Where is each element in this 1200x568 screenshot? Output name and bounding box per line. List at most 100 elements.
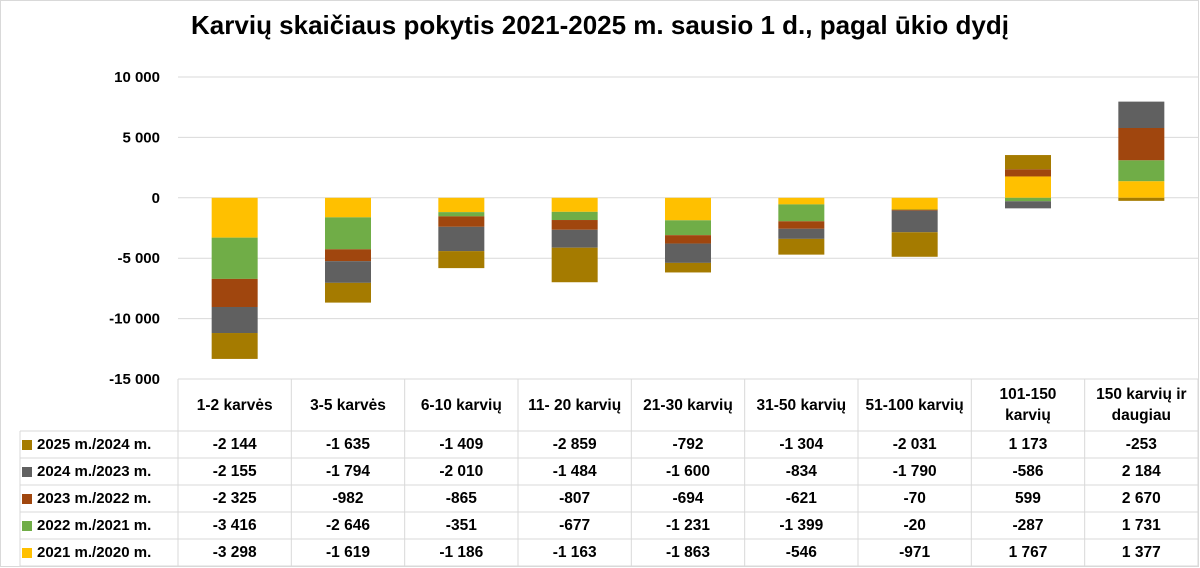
- legend-entry: 2025 m./2024 m.: [37, 436, 152, 453]
- legend-entry: 2021 m./2020 m.: [37, 544, 152, 561]
- data-label: -1 399: [779, 516, 824, 534]
- legend-swatch: [22, 547, 32, 558]
- bar-segment: [1005, 155, 1051, 170]
- x-category-label: 101-150 karvių: [999, 386, 1057, 424]
- bar-segment: [325, 249, 371, 262]
- data-label: -2 155: [212, 462, 257, 480]
- legend-row-label: 2025 m./2024 m.: [22, 431, 177, 458]
- bar-segment: [551, 197, 598, 212]
- data-label: -586: [1012, 462, 1044, 480]
- bar-segment: [778, 238, 825, 255]
- y-tick-label: -5 000: [117, 250, 160, 267]
- y-tick-label: -15 000: [109, 371, 160, 388]
- bar-segment: [211, 197, 258, 238]
- bar-segment: [551, 211, 598, 221]
- bar-segment: [211, 237, 258, 279]
- bar-segment: [438, 197, 485, 213]
- bar-segment: [665, 235, 711, 244]
- bar-segment: [438, 212, 485, 217]
- data-label: -807: [559, 489, 591, 507]
- legend-swatch: [22, 520, 32, 531]
- legend-row-label: 2021 m./2020 m.: [22, 539, 177, 566]
- data-label: -792: [672, 435, 704, 453]
- bar-segment: [891, 197, 938, 210]
- data-label: -3 298: [212, 543, 257, 561]
- data-label: 1 731: [1121, 516, 1161, 534]
- bar-segment: [1005, 176, 1051, 198]
- chart-title: Karvių skaičiaus pokytis 2021-2025 m. sa…: [191, 10, 1009, 40]
- data-label: -621: [785, 489, 817, 507]
- bar-segment: [778, 204, 825, 222]
- data-label: -1 304: [779, 435, 824, 453]
- bar-segment: [211, 333, 258, 359]
- bar-segment: [1118, 160, 1165, 182]
- bar-segment: [325, 217, 371, 250]
- legend-swatch: [22, 493, 32, 504]
- bar-segment: [891, 209, 938, 211]
- y-tick-label: 10 000: [114, 69, 160, 86]
- bar-segment: [551, 220, 598, 230]
- bar-segment: [325, 261, 371, 283]
- data-label: -1 863: [666, 543, 710, 561]
- data-label: -834: [785, 462, 817, 480]
- data-label: -2 646: [326, 516, 370, 534]
- data-label: -70: [903, 489, 926, 507]
- x-category-label: 51-100 karvių: [865, 396, 964, 414]
- bar-segment: [778, 197, 825, 205]
- legend-row-label: 2023 m./2022 m.: [22, 485, 177, 512]
- data-label: -1 790: [892, 462, 937, 480]
- data-label: 2 670: [1121, 489, 1161, 507]
- legend-entry: 2024 m./2023 m.: [37, 463, 152, 480]
- x-category-label: 6-10 karvių: [420, 396, 502, 414]
- data-label: -2 144: [212, 435, 257, 453]
- bar-segment: [325, 197, 371, 218]
- legend-row-label: 2022 m./2021 m.: [22, 512, 177, 539]
- data-label: -1 600: [666, 462, 710, 480]
- data-label: 2 184: [1121, 462, 1161, 480]
- data-label: -694: [672, 489, 704, 507]
- data-label: 1 377: [1121, 543, 1161, 561]
- data-label: -3 416: [212, 516, 257, 534]
- data-label: -546: [785, 543, 817, 561]
- data-label: -2 031: [892, 435, 937, 453]
- y-tick-label: 5 000: [122, 129, 160, 146]
- data-label: -2 859: [552, 435, 597, 453]
- bar-segment: [891, 232, 938, 257]
- bar-segment: [211, 278, 258, 307]
- data-label: -1 635: [326, 435, 370, 453]
- legend-entry: 2022 m./2021 m.: [37, 517, 152, 534]
- bar-segment: [551, 229, 598, 248]
- bar-segment: [665, 243, 711, 263]
- bar-segment: [1005, 201, 1051, 209]
- data-label: -1 794: [326, 462, 370, 480]
- data-label: -982: [332, 489, 364, 507]
- bar-segment: [1118, 181, 1165, 198]
- bar-segment: [438, 216, 485, 227]
- data-label: 599: [1015, 489, 1041, 507]
- x-category-label: 11- 20 karvių: [528, 396, 622, 414]
- data-label: -253: [1125, 435, 1157, 453]
- data-label: -1 163: [552, 543, 597, 561]
- y-tick-label: -10 000: [109, 311, 160, 328]
- data-label: 1 173: [1008, 435, 1048, 453]
- data-label: -1 484: [552, 462, 597, 480]
- bar-segment: [438, 226, 485, 252]
- data-label: -2 325: [212, 489, 257, 507]
- data-label: -2 010: [439, 462, 484, 480]
- bar-segment: [665, 197, 711, 221]
- bar-segment: [1118, 101, 1165, 129]
- bar-segment: [1118, 128, 1165, 161]
- bar-segment: [551, 247, 598, 283]
- x-category-label: 31-50 karvių: [756, 396, 847, 414]
- x-category-label: 150 karvių ir daugiau: [1096, 386, 1187, 424]
- data-label: -865: [445, 489, 477, 507]
- y-tick-label: 0: [152, 190, 160, 207]
- data-label: -287: [1012, 516, 1044, 534]
- data-label: -1 186: [439, 543, 484, 561]
- bar-segment: [891, 210, 938, 233]
- bar-segment: [325, 282, 371, 303]
- bar-segment: [1005, 169, 1051, 177]
- data-label: 1 767: [1008, 543, 1048, 561]
- bar-segment: [665, 262, 711, 273]
- legend-swatch: [22, 466, 32, 477]
